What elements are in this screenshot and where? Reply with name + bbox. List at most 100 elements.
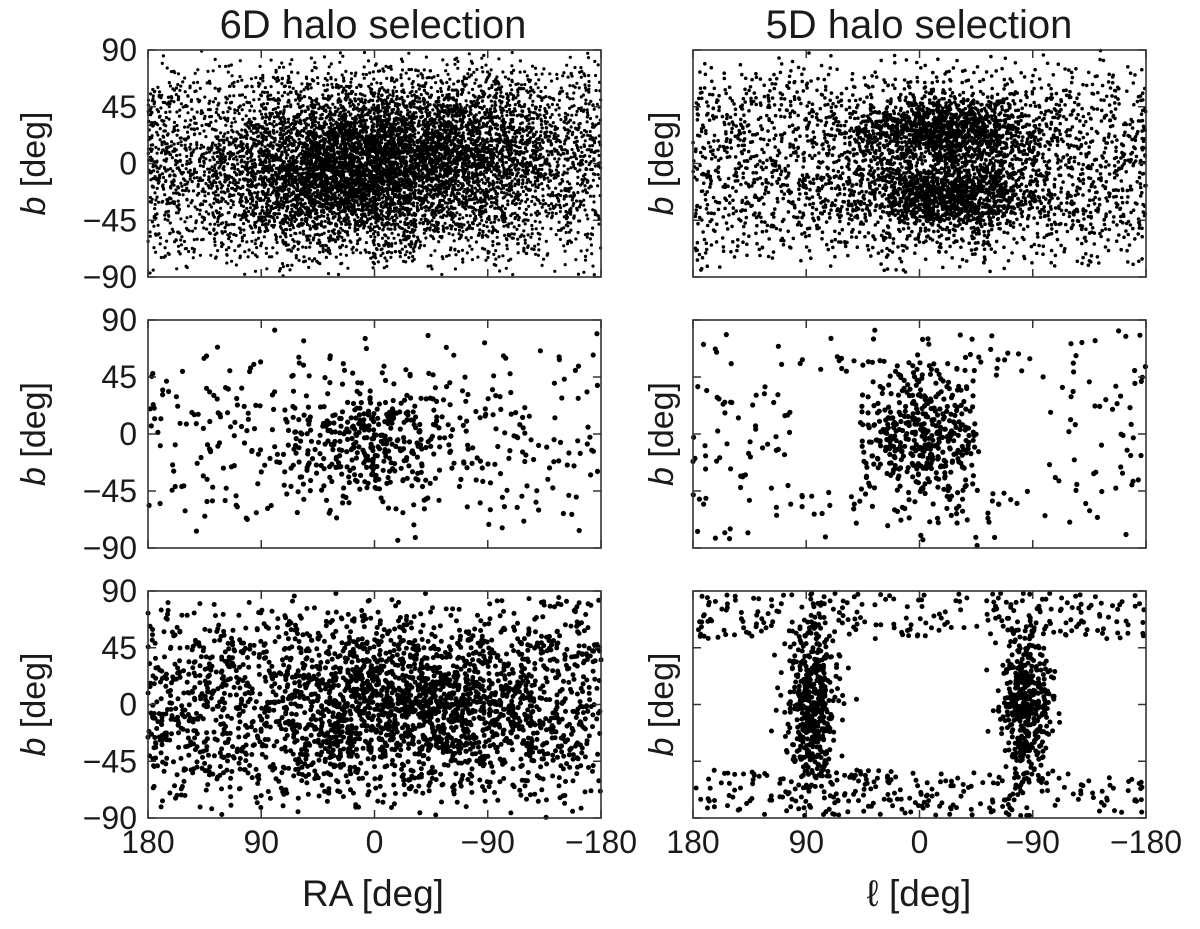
scatter-point — [427, 183, 431, 187]
scatter-point — [416, 100, 420, 104]
scatter-point — [489, 107, 493, 111]
scatter-point — [356, 227, 360, 232]
scatter-point — [497, 255, 501, 259]
scatter-point — [550, 102, 555, 107]
scatter-point — [168, 110, 172, 114]
scatter-point — [554, 168, 559, 172]
scatter-point — [401, 259, 406, 263]
scatter-point — [162, 119, 166, 123]
scatter-point — [429, 264, 433, 268]
scatter-point — [376, 231, 380, 235]
scatter-point — [252, 176, 256, 181]
scatter-point — [229, 239, 233, 243]
scatter-point — [391, 94, 395, 98]
scatter-point — [523, 70, 527, 74]
scatter-point — [288, 159, 292, 163]
scatter-point — [538, 104, 543, 109]
scatter-point — [327, 126, 331, 130]
scatter-point — [232, 178, 236, 182]
scatter-point — [244, 197, 248, 201]
scatter-point — [239, 135, 243, 139]
scatter-point — [246, 255, 250, 259]
scatter-point — [579, 95, 583, 99]
scatter-point — [265, 267, 269, 271]
scatter-point — [340, 222, 344, 226]
scatter-point — [534, 252, 538, 256]
scatter-point — [289, 131, 293, 135]
scatter-point — [445, 80, 449, 85]
scatter-point — [564, 230, 568, 235]
scatter-point — [281, 184, 285, 188]
scatter-point — [158, 242, 162, 246]
scatter-point — [537, 78, 541, 82]
scatter-point — [513, 211, 517, 215]
scatter-point — [498, 181, 502, 185]
scatter-point — [581, 162, 585, 166]
scatter-point — [272, 97, 276, 101]
scatter-point — [244, 114, 248, 118]
scatter-point — [517, 223, 521, 228]
scatter-point — [219, 222, 223, 226]
scatter-point — [376, 123, 380, 127]
scatter-point — [238, 256, 242, 260]
scatter-point — [436, 178, 441, 182]
scatter-point — [288, 268, 292, 272]
scatter-point — [175, 133, 179, 137]
scatter-point — [198, 86, 202, 90]
scatter-points — [146, 49, 603, 278]
scatter-point — [240, 108, 244, 112]
scatter-point — [245, 206, 249, 210]
scatter-point — [524, 218, 528, 222]
scatter-point — [176, 141, 180, 146]
scatter-point — [192, 116, 197, 120]
scatter-point — [489, 221, 493, 225]
scatter-point — [324, 255, 328, 259]
scatter-point — [258, 64, 262, 68]
scatter-point — [510, 64, 514, 68]
scatter-point — [233, 111, 237, 115]
scatter-point — [487, 250, 491, 254]
scatter-point — [180, 163, 184, 167]
scatter-point — [456, 79, 460, 84]
scatter-point — [574, 258, 578, 262]
scatter-point — [548, 72, 552, 76]
scatter-point — [566, 128, 570, 132]
scatter-point — [536, 253, 541, 257]
scatter-point — [517, 99, 521, 104]
scatter-point — [399, 76, 403, 80]
scatter-point — [270, 122, 274, 126]
scatter-point — [263, 86, 267, 90]
scatter-point — [524, 147, 528, 151]
scatter-point — [342, 79, 346, 83]
scatter-point — [501, 163, 505, 167]
scatter-point — [474, 208, 478, 212]
scatter-point — [257, 154, 261, 159]
scatter-point — [246, 183, 250, 187]
scatter-point — [584, 98, 588, 102]
scatter-point — [457, 232, 461, 236]
scatter-point — [164, 210, 168, 214]
scatter-point — [516, 190, 520, 194]
scatter-point — [408, 251, 412, 255]
scatter-point — [422, 244, 426, 248]
scatter-point — [565, 134, 569, 138]
scatter-point — [360, 221, 364, 225]
scatter-point — [558, 237, 563, 241]
scatter-point — [376, 104, 380, 108]
scatter-point — [465, 251, 469, 255]
scatter-point — [530, 223, 534, 228]
scatter-point — [515, 163, 519, 167]
scatter-point — [528, 96, 532, 100]
scatter-point — [240, 128, 244, 132]
scatter-point — [534, 227, 538, 231]
scatter-point — [592, 273, 596, 277]
scatter-point — [474, 214, 478, 218]
scatter-point — [455, 222, 460, 226]
scatter-point — [390, 110, 394, 114]
scatter-point — [586, 232, 590, 236]
scatter-point — [595, 115, 599, 119]
scatter-point — [355, 85, 359, 90]
scatter-point — [155, 159, 159, 163]
scatter-point — [587, 79, 591, 84]
